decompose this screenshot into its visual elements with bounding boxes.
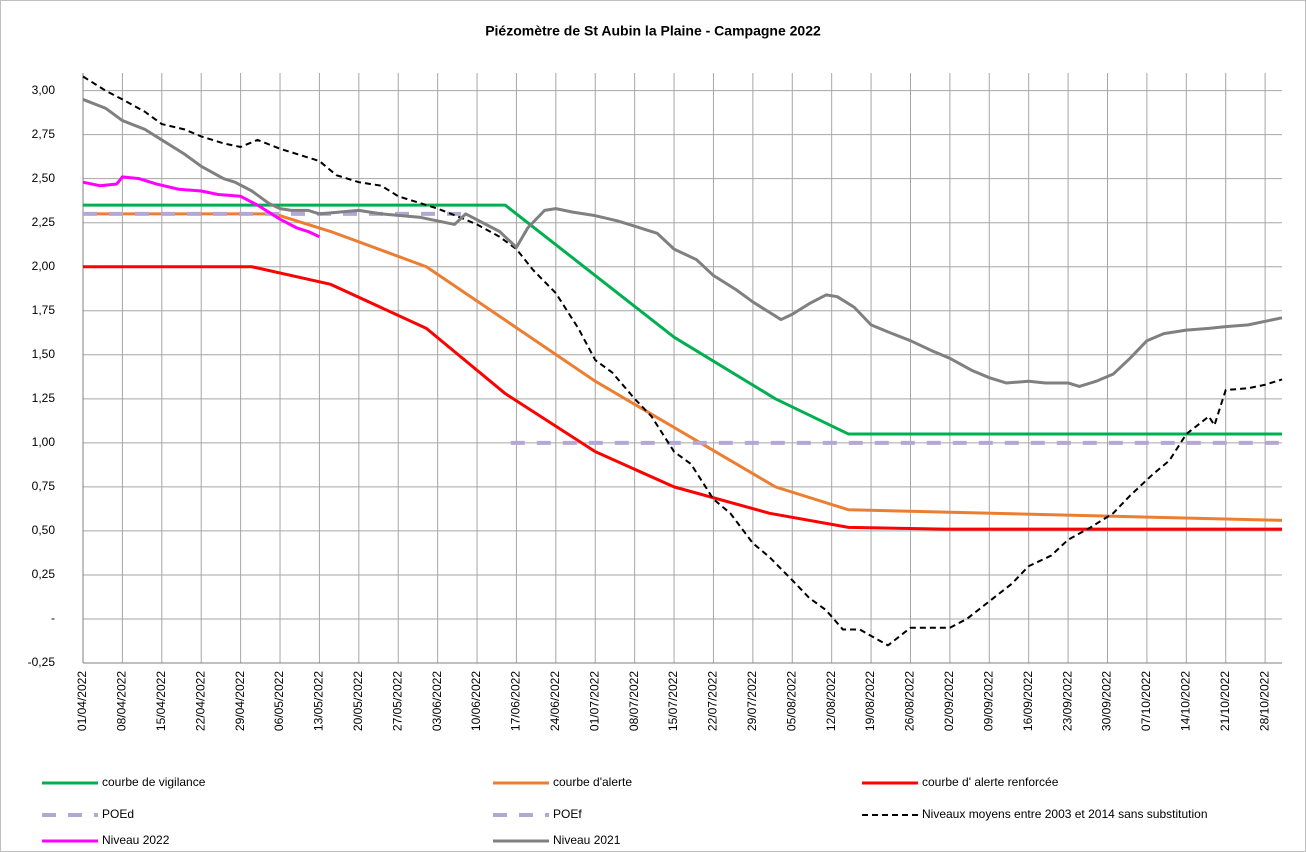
x-tick-label: 01/07/2022 — [587, 671, 601, 731]
x-tick-label: 17/06/2022 — [509, 671, 523, 731]
x-tick-label: 08/07/2022 — [627, 671, 641, 731]
x-tick-label: 23/09/2022 — [1060, 671, 1074, 731]
legend-label: POEf — [553, 807, 582, 821]
y-tick-label: 1,75 — [32, 303, 56, 317]
legend-label: Niveau 2022 — [102, 833, 170, 847]
legend-label: Niveau 2021 — [553, 833, 621, 847]
y-tick-label: 2,00 — [32, 259, 56, 273]
y-tick-label: 2,50 — [32, 171, 56, 185]
x-tick-label: 06/05/2022 — [272, 671, 286, 731]
x-tick-label: 28/10/2022 — [1257, 671, 1271, 731]
x-tick-label: 26/08/2022 — [903, 671, 917, 731]
x-tick-label: 20/05/2022 — [351, 671, 365, 731]
x-tick-label: 10/06/2022 — [469, 671, 483, 731]
legend-label: Niveaux moyens entre 2003 et 2014 sans s… — [922, 807, 1208, 821]
x-tick-label: 24/06/2022 — [548, 671, 562, 731]
series-line — [83, 265, 1282, 531]
x-tick-label: 08/04/2022 — [115, 671, 129, 731]
y-tick-label: 0,25 — [32, 567, 56, 581]
x-tick-label: 15/04/2022 — [154, 671, 168, 731]
x-tick-label: 03/06/2022 — [430, 671, 444, 731]
x-tick-label: 15/07/2022 — [666, 671, 680, 731]
y-tick-label: 0,75 — [32, 479, 56, 493]
x-tick-label: 13/05/2022 — [312, 671, 326, 731]
x-tick-label: 02/09/2022 — [942, 671, 956, 731]
x-tick-label: 22/04/2022 — [193, 671, 207, 731]
y-tick-label: 3,00 — [32, 83, 56, 97]
x-tick-label: 29/04/2022 — [233, 671, 247, 731]
x-tick-label: 21/10/2022 — [1218, 671, 1232, 731]
legend-label: courbe d'alerte — [553, 775, 632, 789]
series-line — [82, 175, 321, 239]
y-tick-label: 1,50 — [32, 347, 56, 361]
y-tick-label: 0,50 — [32, 523, 56, 537]
x-tick-label: 22/07/2022 — [706, 671, 720, 731]
chart-title: Piézomètre de St Aubin la Plaine - Campa… — [485, 23, 821, 39]
y-tick-label: 1,25 — [32, 391, 56, 405]
legend-label: courbe de vigilance — [102, 775, 206, 789]
x-tick-label: 14/10/2022 — [1178, 671, 1192, 731]
x-tick-label: 30/09/2022 — [1100, 671, 1114, 731]
x-tick-label: 05/08/2022 — [784, 671, 798, 731]
series-line — [83, 212, 1283, 522]
y-tick-label: 2,25 — [32, 215, 56, 229]
legend-label: POEd — [102, 807, 134, 821]
x-tick-label: 19/08/2022 — [863, 671, 877, 731]
x-tick-label: 29/07/2022 — [745, 671, 759, 731]
y-tick-label: 2,75 — [32, 127, 56, 141]
y-tick-label: -0,25 — [28, 655, 56, 669]
y-tick-label: 1,00 — [32, 435, 56, 449]
x-tick-label: 07/10/2022 — [1139, 671, 1153, 731]
x-tick-label: 27/05/2022 — [390, 671, 404, 731]
series-line — [82, 98, 1283, 388]
x-tick-label: 01/04/2022 — [75, 671, 89, 731]
x-tick-label: 16/09/2022 — [1021, 671, 1035, 731]
legend-label: courbe d' alerte renforcée — [922, 775, 1059, 789]
x-tick-label: 09/09/2022 — [981, 671, 995, 731]
y-tick-label: - — [51, 611, 55, 625]
x-tick-label: 12/08/2022 — [824, 671, 838, 731]
series-line — [82, 75, 1283, 647]
series-line — [83, 203, 1282, 436]
